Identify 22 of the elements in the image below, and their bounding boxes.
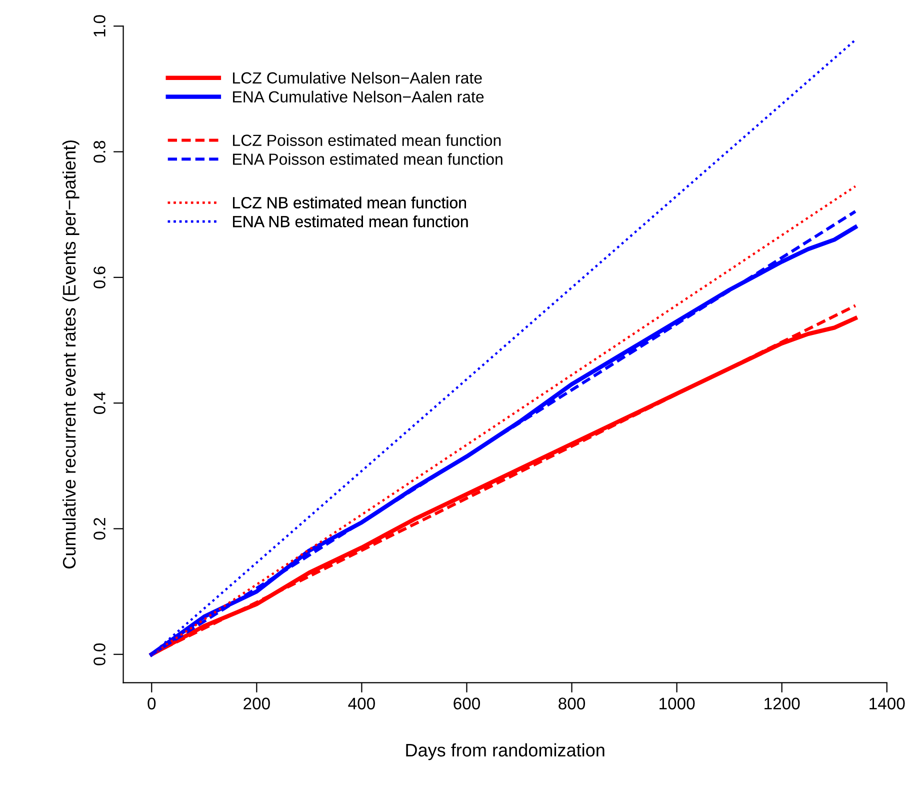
x-tick-label: 1400: [870, 698, 905, 710]
legend-label: ENA Cumulative Nelson−Aalen rate: [233, 90, 484, 102]
y-tick-label: 0.2: [94, 518, 106, 540]
legend-label: LCZ NB estimated mean function: [233, 196, 466, 208]
x-tick-label: 800: [558, 698, 586, 710]
legend-label: LCZ Poisson estimated mean function: [233, 134, 501, 146]
legend-label: ENA Poisson estimated mean function: [233, 153, 502, 165]
y-tick-label: 0.6: [94, 266, 106, 288]
y-tick-label: 0.0: [94, 643, 106, 666]
x-tick-label: 600: [454, 698, 480, 710]
x-tick-label: 1000: [660, 698, 695, 710]
legend-label: LCZ Cumulative Nelson−Aalen rate: [233, 72, 482, 84]
x-tick-label: 1200: [764, 698, 800, 710]
x-tick-label: 400: [348, 698, 375, 710]
y-tick-label: 0.8: [94, 140, 106, 163]
y-axis-title: Cumulative recurrent event rates (Events per−patient): [62, 140, 80, 568]
y-tick-label: 1.0: [94, 15, 106, 36]
legend-label: ENA NB estimated mean function: [233, 216, 468, 228]
x-axis-title: Days from randomization: [406, 743, 604, 760]
y-tick-label: 0.4: [94, 392, 106, 414]
x-tick-label: 0: [148, 698, 156, 710]
x-tick-label: 200: [244, 698, 270, 710]
